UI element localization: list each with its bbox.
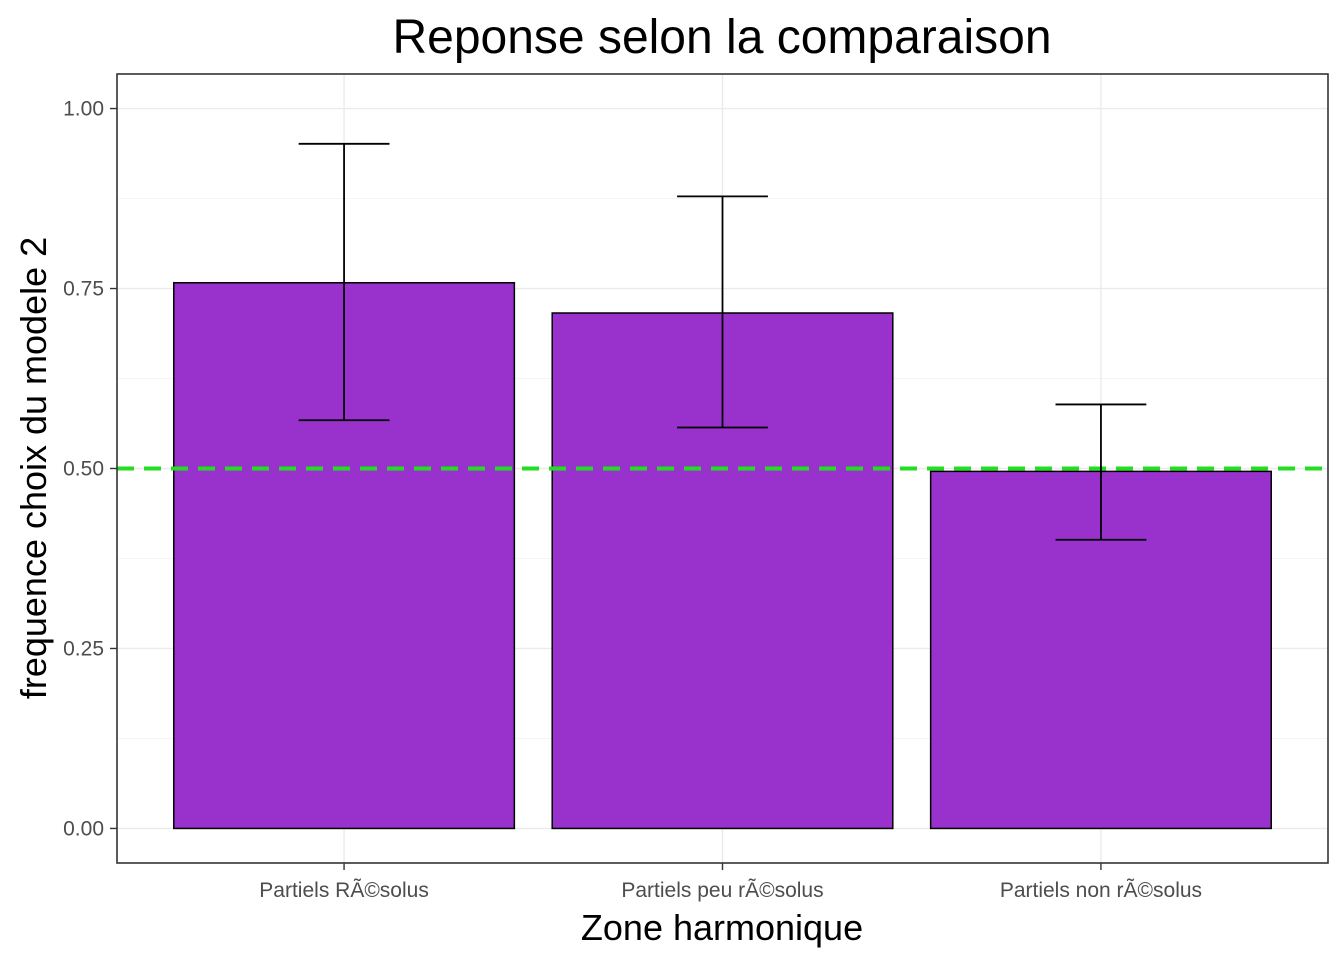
x-axis: Partiels RÃ©solus Partiels peu rÃ©solus Pa… bbox=[259, 863, 1202, 902]
y-tick-label: 0.25 bbox=[63, 637, 104, 660]
x-tick-label: Partiels peu rÃ©solus bbox=[621, 878, 823, 902]
error-bars bbox=[298, 142, 1147, 541]
error-bar bbox=[1055, 403, 1147, 541]
y-tick-label: 0.50 bbox=[63, 458, 104, 481]
y-tick-label: 0.75 bbox=[63, 278, 104, 301]
error-bar bbox=[298, 142, 390, 422]
y-axis-title: frequence choix du modele 2 bbox=[13, 237, 54, 699]
y-axis: 0.00 0.25 0.50 0.75 1.00 bbox=[63, 98, 117, 840]
bars bbox=[173, 282, 1272, 830]
chart-title: Reponse selon la comparaison bbox=[392, 11, 1051, 64]
x-axis-title: Zone harmonique bbox=[581, 907, 863, 948]
error-bar bbox=[677, 195, 768, 429]
x-tick-label: Partiels non rÃ©solus bbox=[1000, 878, 1202, 902]
x-tick-label: Partiels RÃ©solus bbox=[259, 878, 429, 902]
y-tick-label: 0.00 bbox=[63, 817, 104, 840]
y-tick-label: 1.00 bbox=[63, 98, 104, 121]
